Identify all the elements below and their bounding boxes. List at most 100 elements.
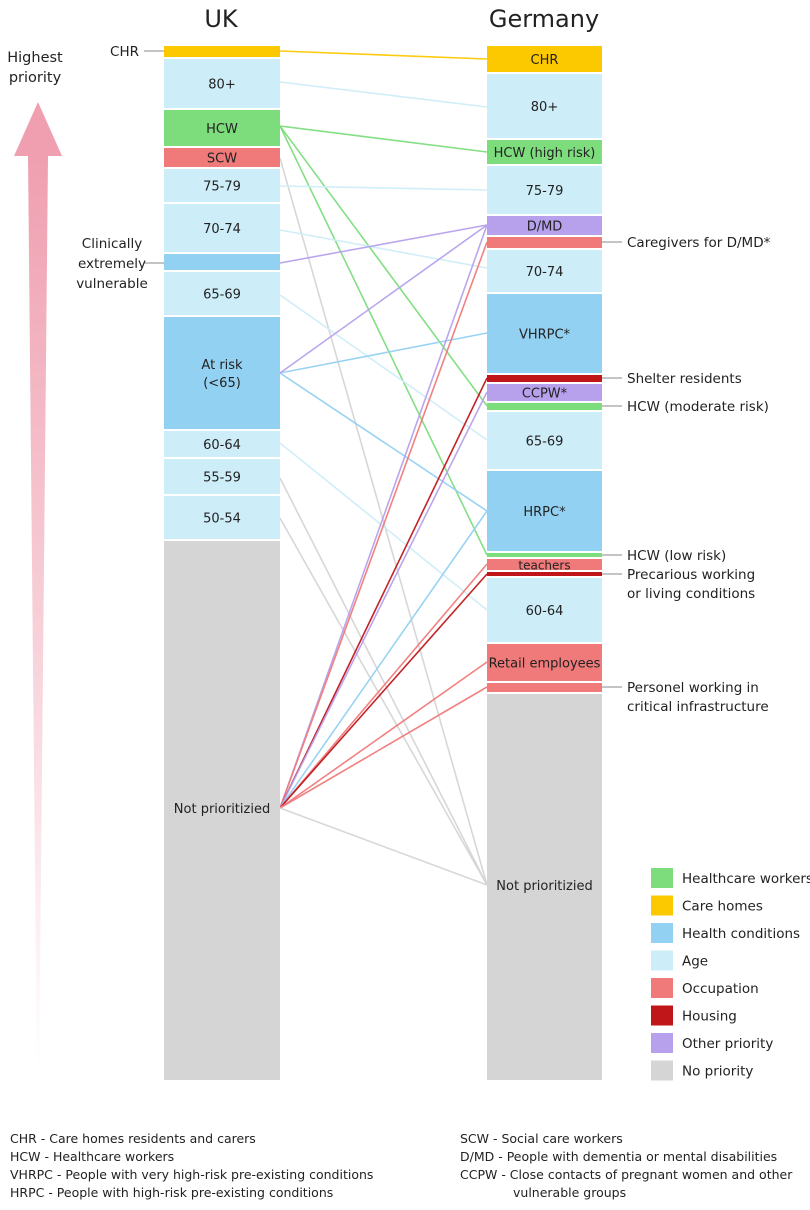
legend-swatch-other (651, 1033, 673, 1053)
de-block-shelter (487, 375, 602, 382)
de-label-chr: CHR (531, 53, 559, 68)
legend-label-housing: Housing (682, 1009, 737, 1025)
link-atrisk-to-hrpc (279, 372, 488, 512)
de-label-ccpw: CCPW* (522, 387, 568, 402)
de-label-65-69: 65-69 (526, 435, 564, 450)
legend-swatch-healthcare (651, 868, 673, 888)
priority-arrow-shaft (28, 156, 48, 1077)
abbreviation-footnotes: CHR - Care homes residents and carers HC… (0, 1128, 810, 1210)
de-side-label-precarious-1: or living conditions (627, 586, 755, 602)
de-label-retail: Retail employees (489, 657, 601, 672)
link-hcw-to-hcwmod (279, 125, 488, 407)
legend-label-health: Health conditions (682, 926, 800, 942)
germany-column: CHR 80+ HCW (high risk) 75-79 D/MD 70-74 VHRPC… (487, 46, 602, 1080)
de-block-dmd (487, 216, 602, 235)
priority-comparison-diagram: UK Germany Highest priority 80+ HCW SCW 75-… (7, 5, 810, 1081)
legend-label-none: No priority (682, 1064, 753, 1080)
uk-label-scw: SCW (207, 152, 237, 167)
de-label-60-64: 60-64 (526, 604, 564, 619)
link-np-to-teachers (279, 563, 488, 809)
links-layer (279, 50, 488, 886)
footnote-hcw: HCW - Healthcare workers (10, 1149, 175, 1164)
legend-label-other: Other priority (682, 1036, 773, 1052)
de-block-hrpc (487, 471, 602, 551)
link-np-to-np (279, 807, 488, 886)
de-label-70-74: 70-74 (526, 265, 564, 280)
footnote-scw: SCW - Social care workers (460, 1131, 623, 1146)
legend-swatch-health (651, 923, 673, 943)
de-block-np (487, 694, 602, 1080)
uk-block-atrisk (164, 317, 280, 429)
de-block-hcwlow (487, 553, 602, 557)
priority-arrow-head (14, 102, 62, 156)
link-80-to-80 (279, 81, 488, 108)
link-scw-to-np (279, 157, 488, 886)
link-cev-to-dmd (279, 224, 488, 264)
footnote-dmd: D/MD - People with dementia or mental di… (460, 1149, 778, 1164)
de-block-ccpw (487, 384, 602, 401)
uk-block-55-59 (164, 459, 280, 494)
link-65-69-to-65-69 (279, 294, 488, 441)
uk-block-hcw (164, 110, 280, 146)
link-np-to-dmd (279, 224, 488, 809)
de-block-caredmd (487, 237, 602, 248)
link-np-to-caredmd (279, 241, 488, 809)
legend-swatch-age (651, 950, 673, 971)
uk-block-np (164, 541, 280, 1080)
link-atrisk-to-vhrpc (279, 332, 488, 374)
side-labels: CHR Clinically extremely vulnerable Caregive… (76, 44, 770, 715)
de-side-label-infra-0: Personel working in (627, 680, 759, 696)
de-label-dmd: D/MD (527, 220, 563, 235)
de-label-teachers: teachers (518, 559, 570, 573)
uk-block-50-54 (164, 496, 280, 539)
de-block-80 (487, 74, 602, 138)
link-atrisk-to-dmd (279, 224, 488, 374)
uk-label-atrisk-1: (<65) (203, 376, 241, 391)
uk-label-atrisk-0: At risk (201, 358, 243, 373)
legend: Healthcare workers Care homes Health condi… (651, 868, 810, 1081)
uk-block-60-64 (164, 431, 280, 457)
uk-label-55-59: 55-59 (203, 471, 241, 486)
de-side-label-caredmd-0: Caregivers for D/MD* (627, 235, 771, 251)
uk-side-label-cev-1: extremely (78, 256, 146, 272)
link-50-54-to-np (279, 517, 488, 886)
de-label-np: Not prioritizied (496, 879, 592, 894)
link-np-to-ccpw (279, 391, 488, 809)
priority-arrow (14, 102, 62, 1077)
priority-label-line-2: priority (9, 70, 62, 86)
footnote-ccpw: CCPW - Close contacts of pregnant women … (460, 1167, 793, 1182)
de-block-retail (487, 644, 602, 681)
de-side-label-shelter-0: Shelter residents (627, 371, 742, 387)
link-70-74-to-70-74 (279, 229, 488, 269)
link-hcw-to-hcwhigh (279, 125, 488, 153)
de-block-teachers (487, 559, 602, 570)
de-side-label-hcwlow-0: HCW (low risk) (627, 548, 726, 564)
link-75-79-to-75-79 (279, 185, 488, 191)
de-label-vhrpc: VHRPC* (519, 328, 571, 343)
link-hcw-to-hcwlow (279, 125, 488, 556)
priority-label-line-1: Highest (7, 50, 63, 66)
de-label-75-79: 75-79 (526, 184, 564, 199)
uk-side-label-cev-0: Clinically (82, 236, 142, 252)
de-side-label-precarious-0: Precarious working (627, 567, 755, 583)
de-block-75-79 (487, 166, 602, 214)
de-block-hcwmod (487, 403, 602, 410)
de-block-precarious (487, 572, 602, 576)
legend-label-occupation: Occupation (682, 981, 759, 997)
footnote-chr: CHR - Care homes residents and carers (10, 1131, 256, 1146)
uk-column: 80+ HCW SCW 75-79 70-74 65-69 At risk (<65) 60-6… (164, 46, 280, 1080)
footnote-ccpw-cont: vulnerable groups (513, 1185, 627, 1200)
germany-title: Germany (489, 5, 599, 33)
link-np-to-hrpc (279, 510, 488, 809)
de-block-65-69 (487, 412, 602, 469)
de-block-hcwhigh (487, 140, 602, 164)
uk-label-60-64: 60-64 (203, 438, 241, 453)
uk-block-75-79 (164, 169, 280, 202)
uk-block-scw (164, 148, 280, 167)
link-np-to-retail (279, 661, 488, 809)
uk-side-label-cev-2: vulnerable (76, 276, 148, 292)
de-label-80: 80+ (531, 100, 558, 115)
legend-swatch-care (651, 895, 673, 916)
legend-label-age: Age (682, 954, 708, 970)
de-label-hrpc: HRPC* (523, 505, 566, 520)
